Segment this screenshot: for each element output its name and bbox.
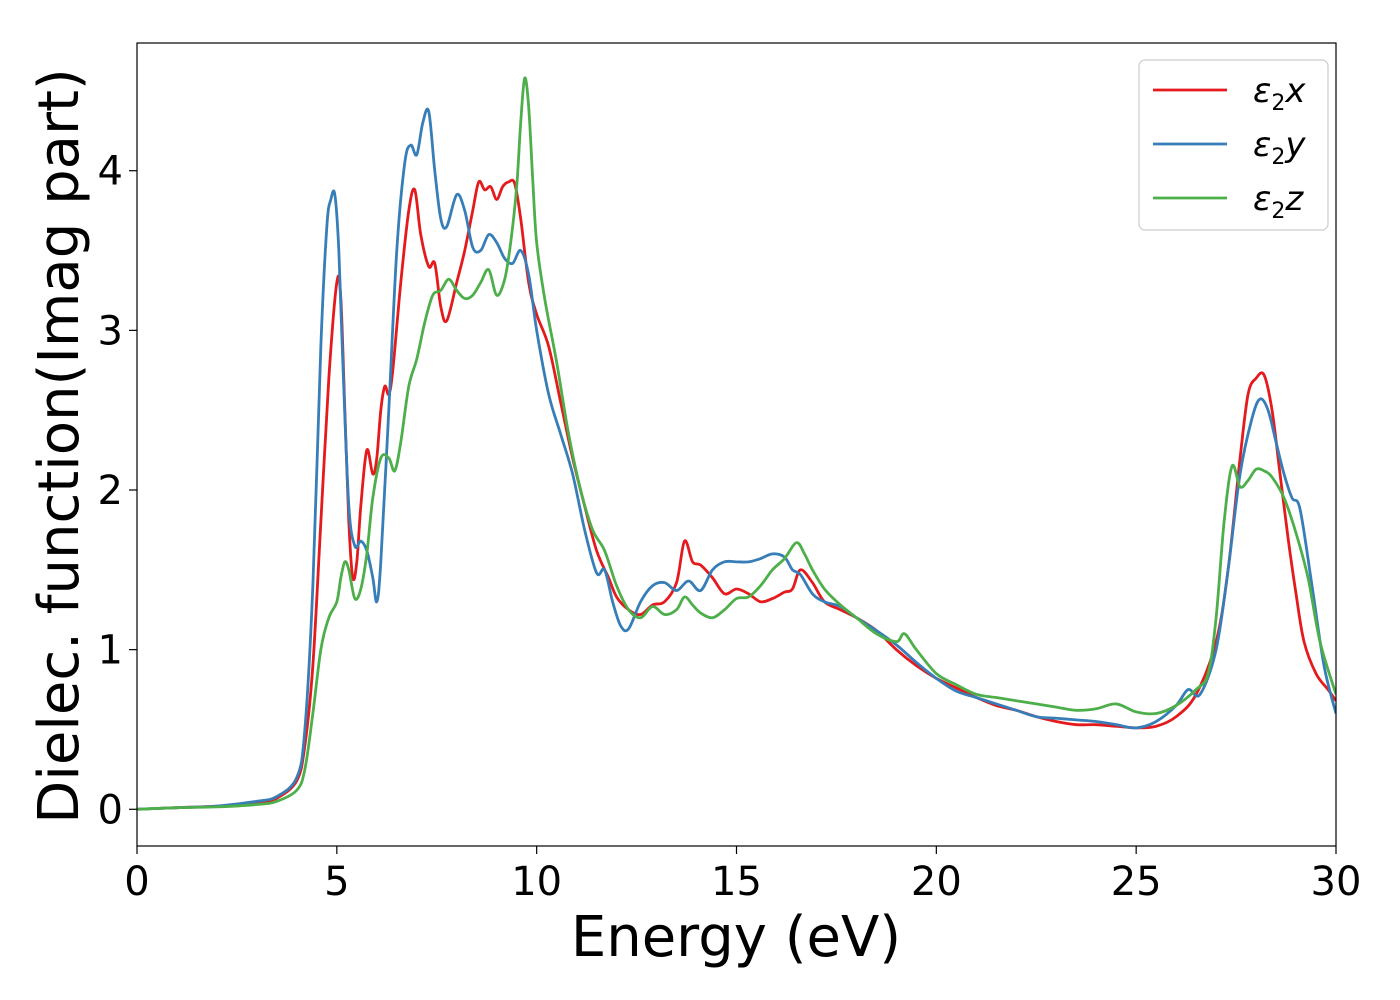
x-tick-label: 10 xyxy=(511,859,562,905)
series-line-y xyxy=(137,107,1336,811)
y-axis: 0 1 2 3 4 xyxy=(98,149,137,833)
x-tick-label: 0 xyxy=(124,859,149,905)
y-tick-label: 2 xyxy=(98,468,123,514)
y-axis-label: Dielec. function(Imag part) xyxy=(27,68,92,824)
y-tick-label: 0 xyxy=(98,787,123,833)
legend-label-z: ε2z xyxy=(1253,179,1304,224)
series-line-z xyxy=(137,76,1336,811)
y-tick-label: 4 xyxy=(98,149,123,195)
y-tick-label: 3 xyxy=(98,308,123,354)
x-tick-label: 15 xyxy=(711,859,762,905)
x-tick-label: 5 xyxy=(324,859,349,905)
x-tick-label: 30 xyxy=(1311,859,1362,905)
x-tick-label: 20 xyxy=(911,859,962,905)
legend-label-y: ε2y xyxy=(1253,125,1306,170)
series-layer xyxy=(137,76,1336,811)
x-tick-label: 25 xyxy=(1111,859,1162,905)
x-axis-label: Energy (eV) xyxy=(571,905,901,970)
legend-box xyxy=(1138,59,1329,231)
y-tick-label: 1 xyxy=(98,628,123,674)
legend: ε2x ε2y ε2z xyxy=(1138,59,1329,231)
legend-label-x: ε2x xyxy=(1253,71,1306,116)
x-axis: 0 5 10 15 20 25 30 xyxy=(124,846,1361,905)
